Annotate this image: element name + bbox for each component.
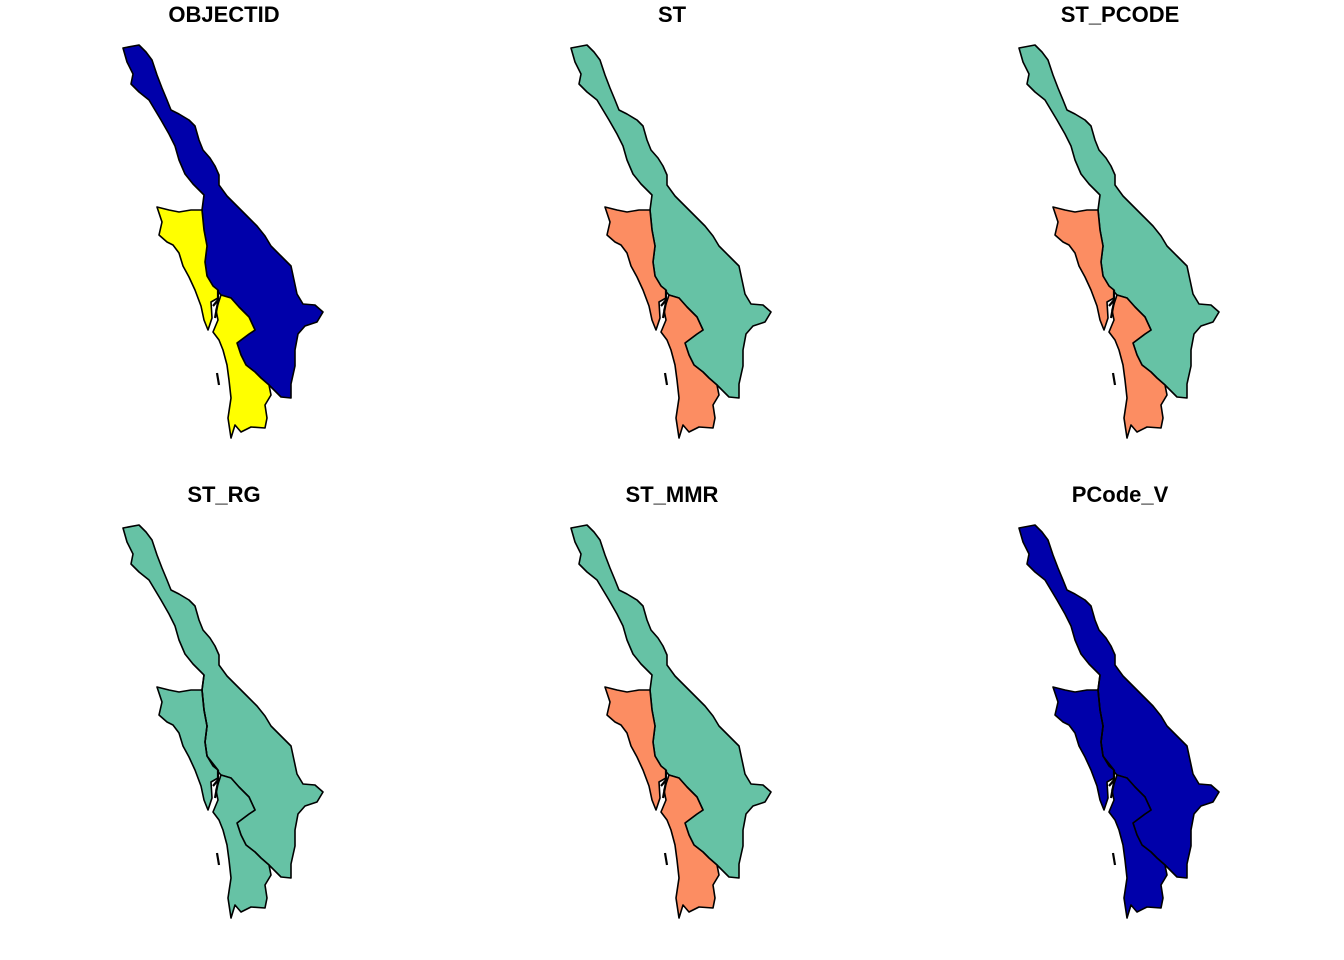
region-upper xyxy=(570,524,772,879)
border-detail-line xyxy=(212,290,220,307)
region-west xyxy=(156,206,219,331)
panel-title: ST_MMR xyxy=(625,482,719,507)
border-detail-line xyxy=(1109,301,1116,319)
map-polygons xyxy=(122,524,324,919)
region-map xyxy=(570,44,772,439)
map-panel-st-mmr: ST_MMR xyxy=(448,480,896,960)
border-detail-line xyxy=(1108,290,1116,307)
panel-title: OBJECTID xyxy=(168,2,280,27)
border-detail-line xyxy=(215,372,221,386)
border-detail-line xyxy=(663,372,669,386)
panel-title: PCode_V xyxy=(1071,482,1169,507)
border-detail-line xyxy=(661,781,668,799)
region-upper xyxy=(570,44,772,399)
map-polygons xyxy=(1018,44,1220,439)
border-detail-line xyxy=(660,290,668,307)
border-detail-line xyxy=(1109,781,1116,799)
border-detail-line xyxy=(213,781,220,799)
map-polygons xyxy=(1018,524,1220,919)
panel-title: ST_RG xyxy=(187,482,261,507)
border-detail-line xyxy=(1111,372,1117,386)
region-map xyxy=(1018,44,1220,439)
map-polygons xyxy=(570,524,772,919)
region-west xyxy=(1052,206,1115,331)
region-south xyxy=(660,774,720,919)
region-south xyxy=(1108,294,1168,439)
region-upper xyxy=(1018,524,1220,879)
border-detail-line xyxy=(1111,852,1117,866)
region-map xyxy=(570,524,772,919)
region-west xyxy=(604,686,667,811)
region-upper xyxy=(122,44,324,399)
border-detail-line xyxy=(660,770,668,787)
border-detail-line xyxy=(1108,770,1116,787)
border-detail-line xyxy=(215,852,221,866)
region-upper xyxy=(1018,44,1220,399)
map-panel-pcode-v: PCode_V xyxy=(896,480,1344,960)
border-detail-line xyxy=(663,852,669,866)
border-detail-line xyxy=(213,301,220,319)
region-south xyxy=(212,774,272,919)
map-panel-st-pcode: ST_PCODE xyxy=(896,0,1344,480)
region-map xyxy=(122,524,324,919)
border-detail-line xyxy=(212,770,220,787)
region-upper xyxy=(122,524,324,879)
region-boundary-line xyxy=(1097,674,1115,771)
region-south xyxy=(660,294,720,439)
region-west xyxy=(604,206,667,331)
map-panel-st: ST xyxy=(448,0,896,480)
map-panel-objectid: OBJECTID xyxy=(0,0,448,480)
map-polygons xyxy=(570,44,772,439)
panel-title: ST_PCODE xyxy=(1060,2,1180,27)
map-panel-st-rg: ST_RG xyxy=(0,480,448,960)
region-map xyxy=(122,44,324,439)
region-south xyxy=(1108,774,1168,919)
region-boundary-line xyxy=(201,674,219,771)
region-map xyxy=(1018,524,1220,919)
panel-title: ST xyxy=(657,2,687,27)
border-detail-line xyxy=(661,301,668,319)
region-south xyxy=(212,294,272,439)
map-polygons xyxy=(122,44,324,439)
